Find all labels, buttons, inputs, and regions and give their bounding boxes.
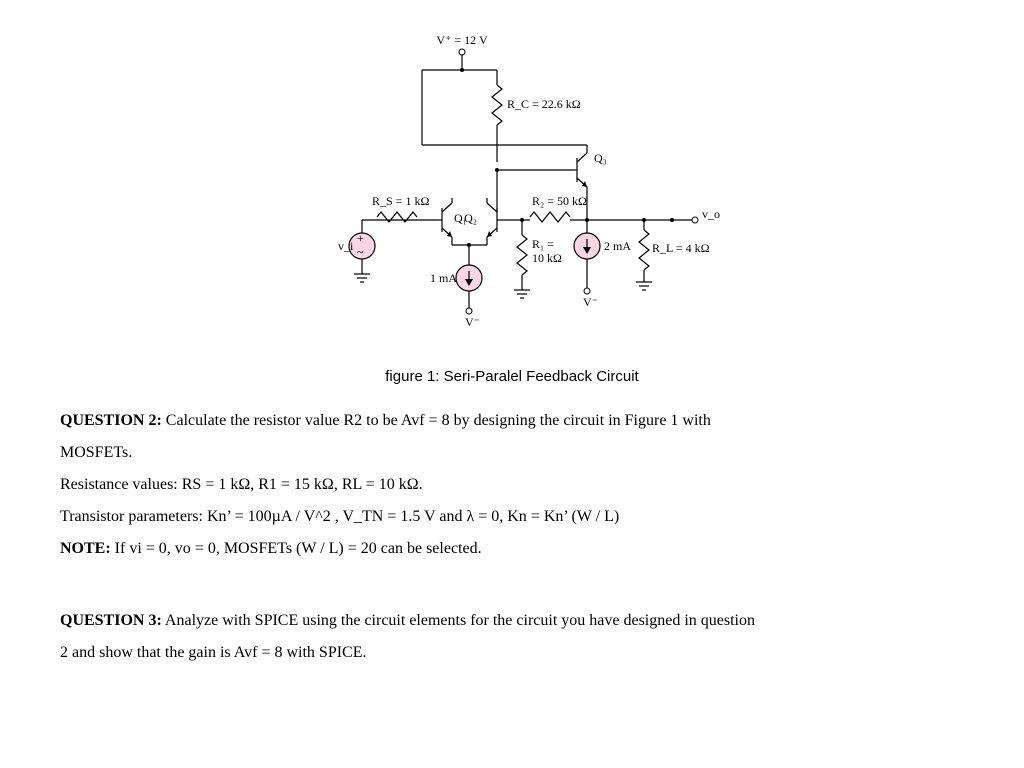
q3-label: QUESTION 3: [60,612,162,629]
vi-label: v_i [338,239,354,253]
circuit-svg: V⁺ = 12 V R_C = 22.6 kΩ [272,30,752,360]
r2-resistor [530,212,570,222]
q2-label: Q₂ [464,211,477,225]
transistor-q3 [572,153,587,187]
q2-note-label: NOTE: [60,540,111,557]
svg-text:~: ~ [357,245,364,259]
rc-label: R_C = 22.6 kΩ [507,97,581,111]
q2-line2: MOSFETs. [60,437,964,469]
q2-line3: Resistance values: RS = 1 kΩ, R1 = 15 kΩ… [60,469,964,501]
figure-area: V⁺ = 12 V R_C = 22.6 kΩ [60,30,964,385]
transistor-q2 [487,203,502,237]
svg-text:+: + [357,231,364,245]
q3-label: Q₃ [594,151,607,165]
q3-line1: Analyze with SPICE using the circuit ele… [162,612,755,629]
q2-line1: Calculate the resistor value R2 to be Av… [162,412,711,429]
transistor-q1 [437,203,452,237]
r2-label: R₂ = 50 kΩ [532,194,587,208]
r1-resistor [517,235,527,275]
vo-terminal [692,217,698,223]
figure-caption: figure 1: Seri-Paralel Feedback Circuit [60,368,964,385]
i2-label: 2 mA [604,239,631,253]
i1-label: 1 mA [430,271,457,285]
supply-label: V⁺ = 12 V [436,33,488,47]
question-3: QUESTION 3: Analyze with SPICE using the… [60,605,964,669]
q2-note-text: If vi = 0, vo = 0, MOSFETs (W / L) = 20 … [111,540,482,557]
q2-line4: Transistor parameters: Kn’ = 100µA / V^2… [60,501,964,533]
page: V⁺ = 12 V R_C = 22.6 kΩ [0,0,1024,699]
vo-label: v_o [702,207,720,221]
rc-resistor [492,85,502,125]
rs-label: R_S = 1 kΩ [372,194,429,208]
rl-label: R_L = 4 kΩ [652,241,710,255]
vminus-2: V⁻ [583,295,598,309]
r1-label-1: R₁ = [532,237,554,251]
question-2: QUESTION 2: Calculate the resistor value… [60,405,964,565]
q2-label: QUESTION 2: [60,412,162,429]
supply-terminal [459,49,465,55]
q3-line2: 2 and show that the gain is Avf = 8 with… [60,637,964,669]
vminus-1: V⁻ [465,315,480,329]
rl-resistor [639,230,649,270]
r1-label-2: 10 kΩ [532,251,562,265]
